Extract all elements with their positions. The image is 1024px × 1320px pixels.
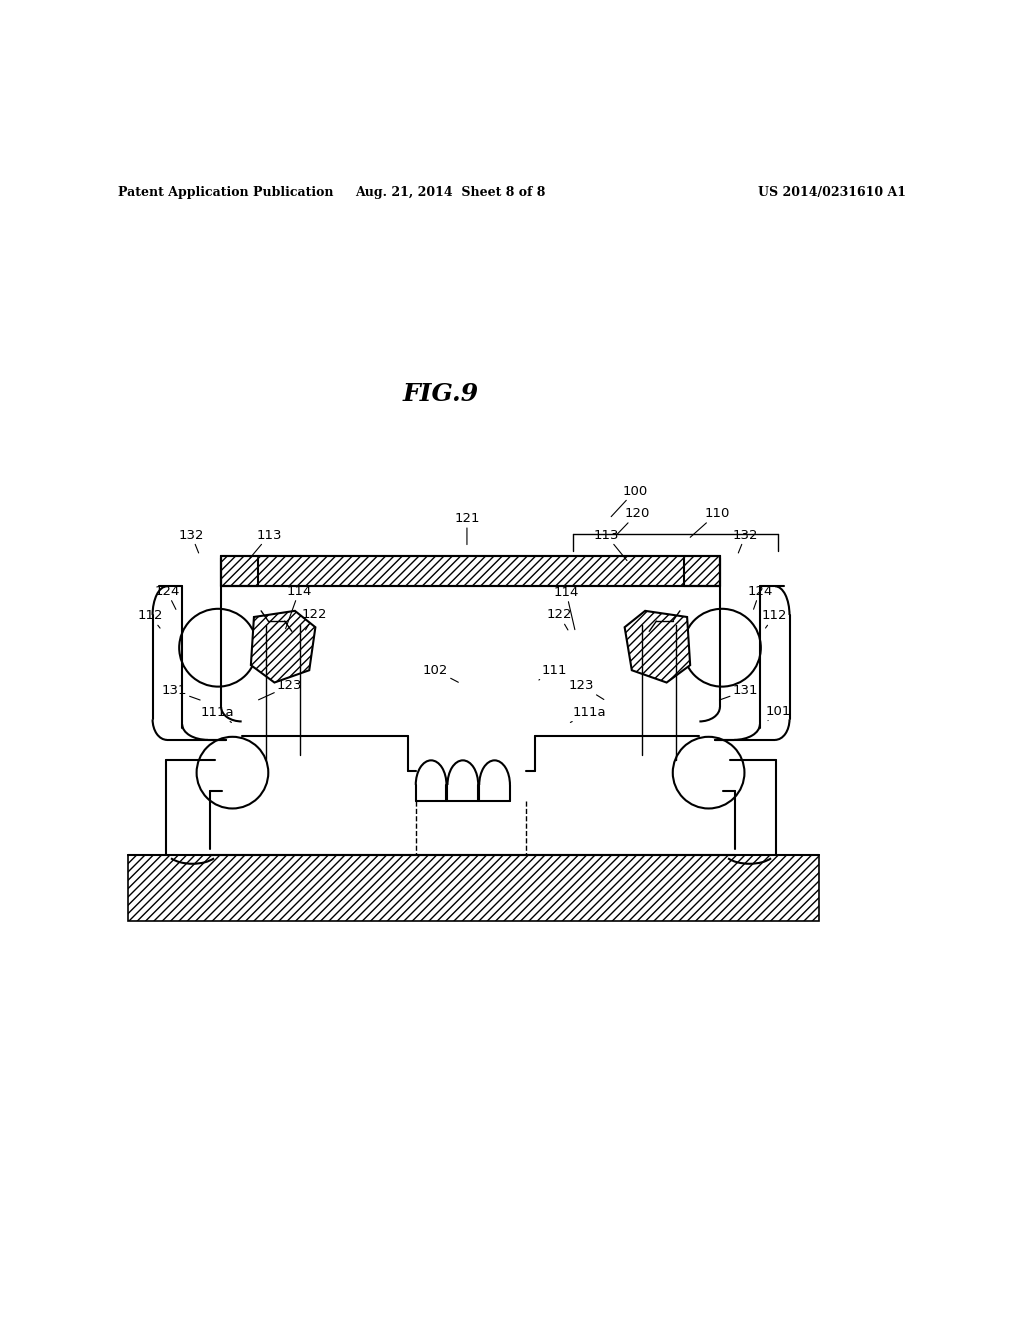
Text: 122: 122 xyxy=(302,609,327,630)
Text: 114: 114 xyxy=(554,586,579,630)
Bar xyxy=(128,854,819,921)
Text: FIG.9: FIG.9 xyxy=(402,381,478,405)
Text: 110: 110 xyxy=(690,507,729,537)
Text: 121: 121 xyxy=(455,512,479,545)
Text: 132: 132 xyxy=(733,528,758,553)
Text: US 2014/0231610 A1: US 2014/0231610 A1 xyxy=(758,186,906,198)
Text: 113: 113 xyxy=(594,528,627,561)
Text: 123: 123 xyxy=(569,678,604,700)
Text: 124: 124 xyxy=(748,585,772,610)
Text: 111a: 111a xyxy=(570,706,606,722)
Text: 114: 114 xyxy=(286,585,311,628)
Text: 132: 132 xyxy=(179,528,204,553)
Text: 111a: 111a xyxy=(201,706,233,722)
Text: Aug. 21, 2014  Sheet 8 of 8: Aug. 21, 2014 Sheet 8 of 8 xyxy=(355,186,546,198)
Polygon shape xyxy=(625,611,690,682)
Text: 123: 123 xyxy=(258,678,302,700)
Text: 111: 111 xyxy=(539,664,566,680)
Text: 131: 131 xyxy=(720,684,758,700)
Text: 112: 112 xyxy=(138,610,163,628)
Text: 120: 120 xyxy=(616,507,649,535)
Text: 122: 122 xyxy=(547,609,571,630)
Polygon shape xyxy=(251,611,315,682)
Text: 100: 100 xyxy=(611,484,647,516)
Text: 124: 124 xyxy=(155,585,179,610)
Text: 131: 131 xyxy=(162,684,200,700)
Bar xyxy=(221,556,720,586)
Text: Patent Application Publication: Patent Application Publication xyxy=(118,186,333,198)
Text: 112: 112 xyxy=(762,610,786,628)
Text: 102: 102 xyxy=(423,664,459,682)
Text: 101: 101 xyxy=(766,705,791,721)
Text: 113: 113 xyxy=(250,528,282,558)
